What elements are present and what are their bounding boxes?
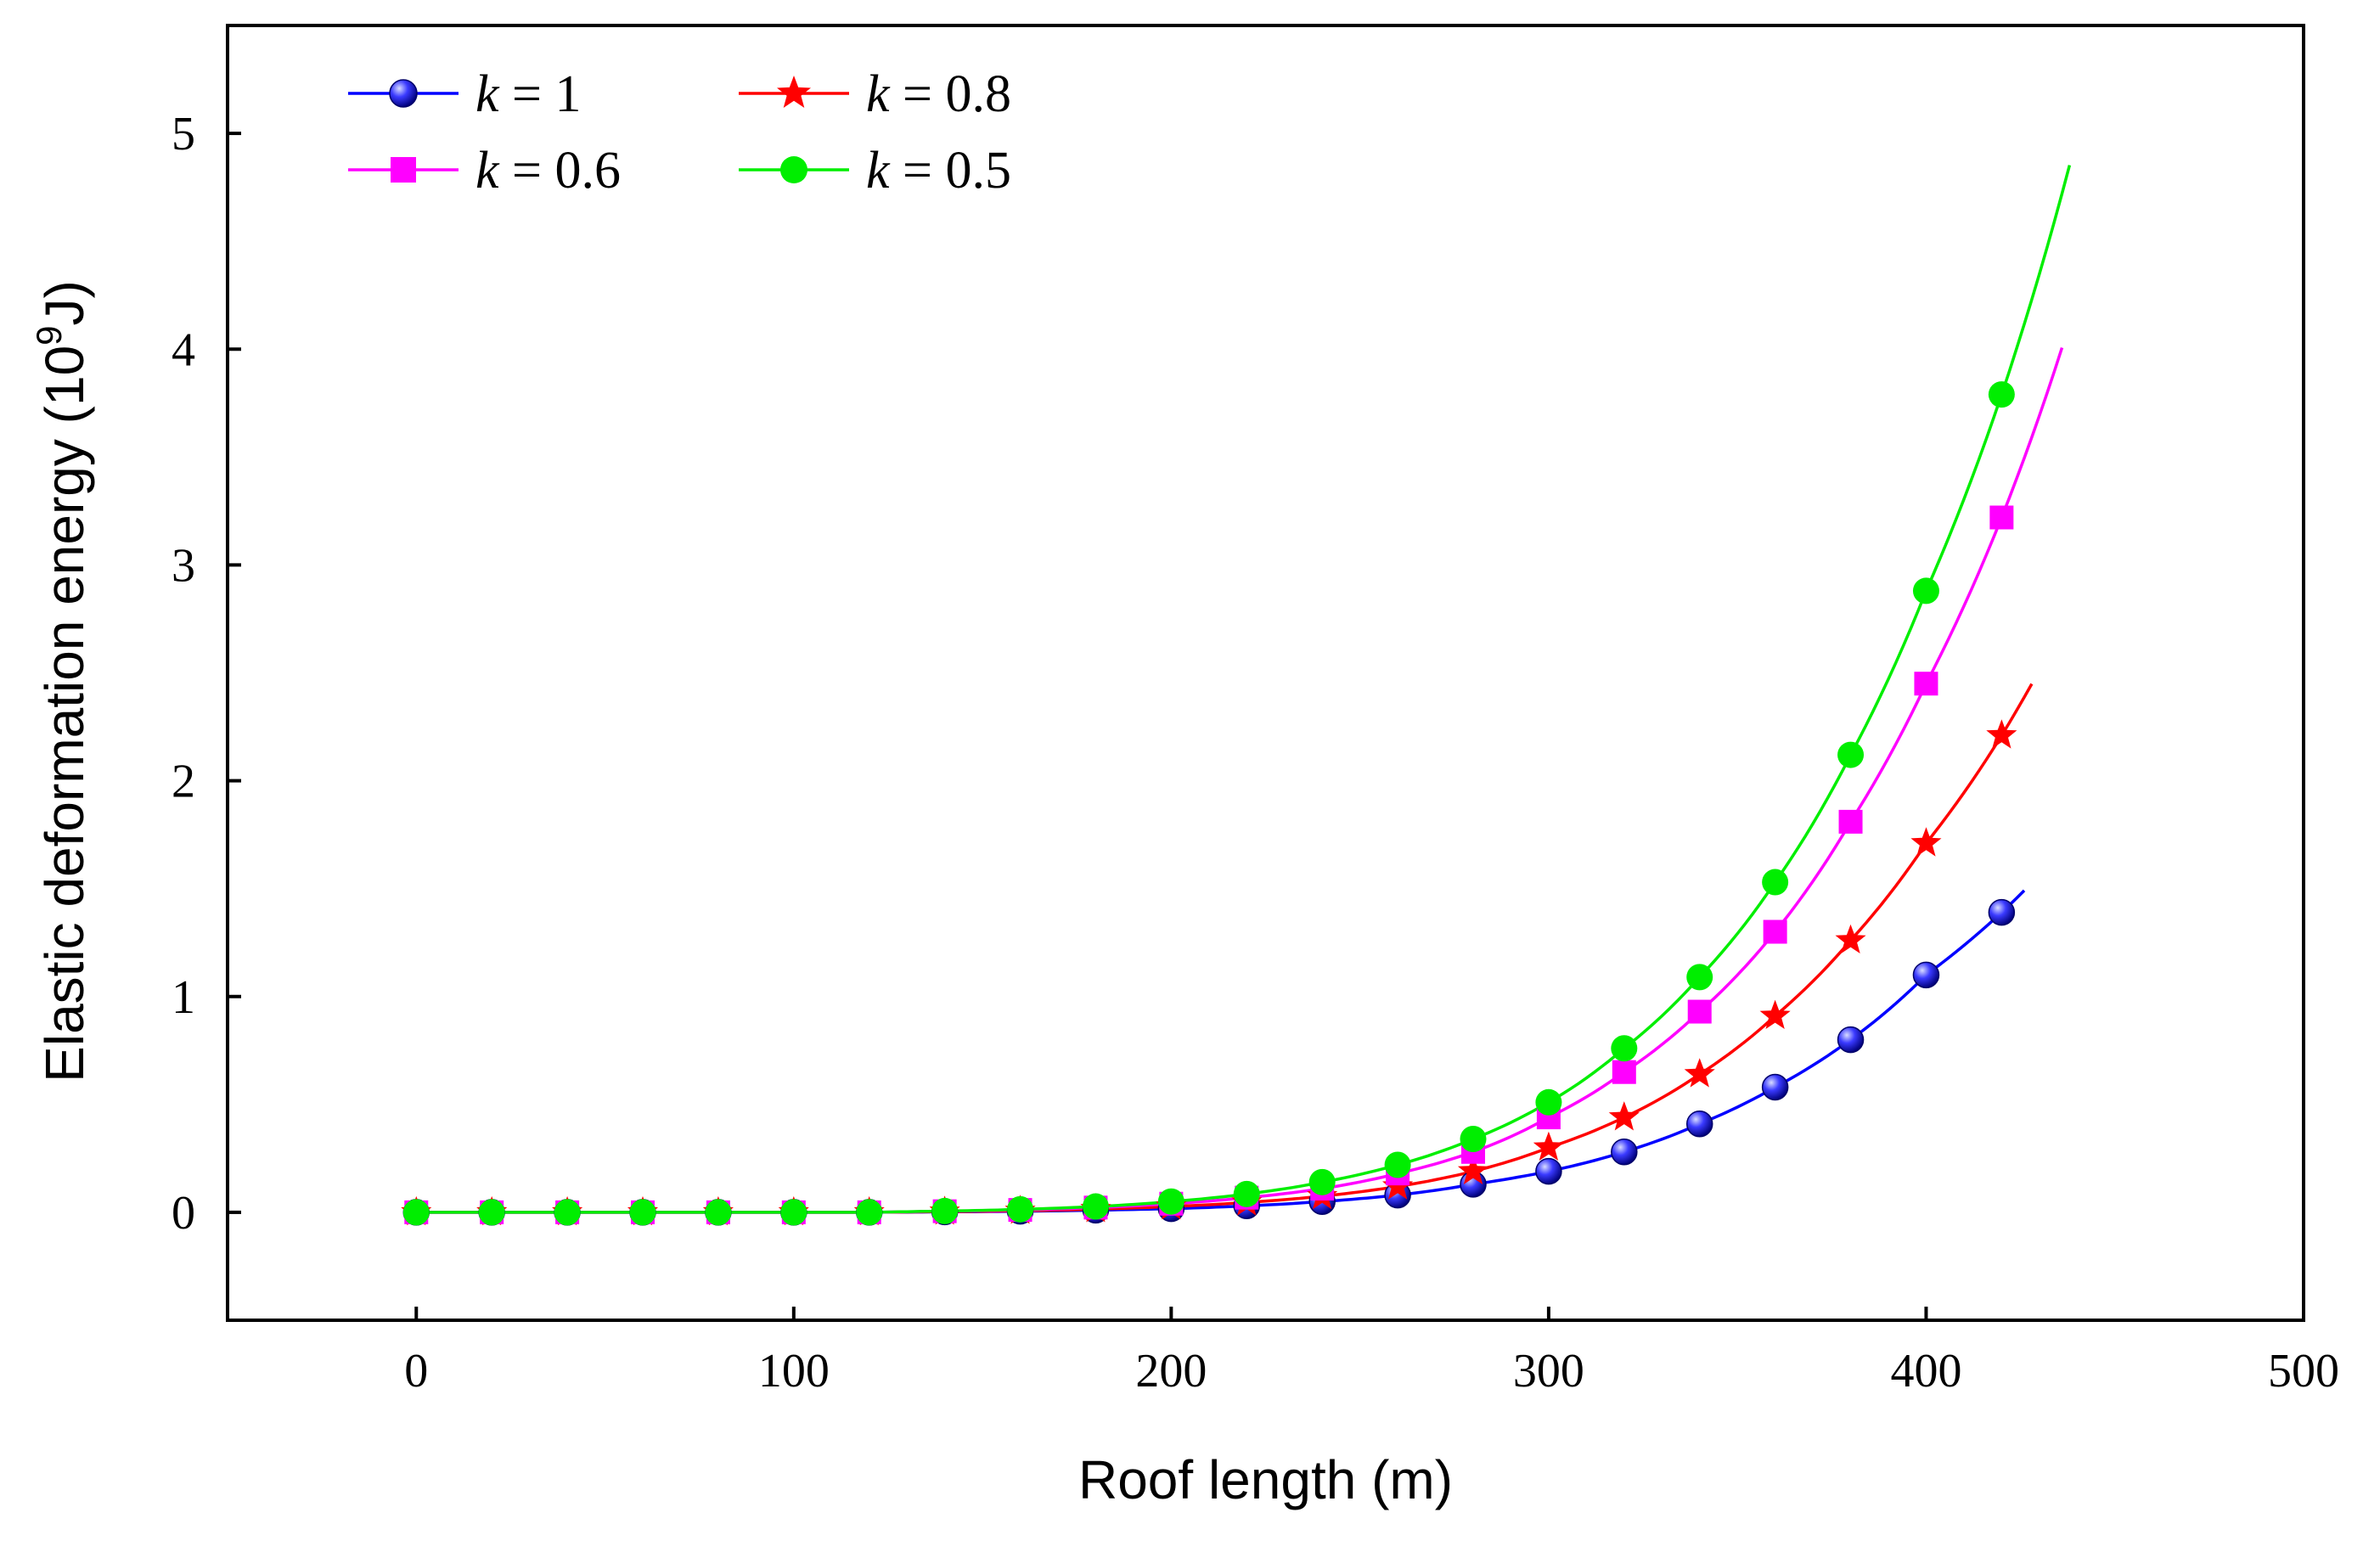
legend-item: k = 1 (348, 65, 582, 123)
plot-frame (226, 24, 2305, 1322)
data-point (1687, 999, 1712, 1024)
data-point (1835, 924, 1866, 953)
data-point (931, 1197, 959, 1224)
data-point (1837, 741, 1865, 768)
data-point (1759, 999, 1791, 1029)
data-point (389, 79, 418, 108)
data-point (629, 1199, 656, 1226)
data-point (1910, 827, 1942, 857)
legend-item: k = 0.6 (348, 142, 621, 200)
data-point (1460, 1126, 1487, 1152)
data-point (1535, 1157, 1562, 1185)
data-point (1837, 1026, 1865, 1054)
y-tick-label: 5 (172, 108, 195, 160)
data-point (554, 1199, 581, 1226)
data-point (777, 76, 811, 108)
data-point (1608, 1101, 1640, 1131)
data-point (1308, 1168, 1336, 1195)
markers-square (404, 505, 2014, 1224)
data-point (1082, 1193, 1109, 1220)
data-point (1761, 1073, 1789, 1101)
x-tick-label: 500 (2268, 1345, 2339, 1397)
legend-label: k = 0.8 (866, 65, 1011, 123)
data-point (1611, 1139, 1638, 1166)
data-point (1384, 1151, 1411, 1178)
data-point (1988, 381, 2015, 408)
y-tick-label: 1 (172, 971, 195, 1024)
data-point (1912, 577, 1939, 604)
y-axis-title-sup: 9 (29, 325, 69, 345)
data-point (1233, 1180, 1260, 1207)
series-line (416, 346, 2064, 1214)
y-axis-title-end: J) (34, 280, 95, 325)
x-tick-label: 400 (1890, 1345, 1961, 1397)
legend-eq: = 1 (499, 65, 582, 123)
series-square (416, 346, 2064, 1214)
legend-label: k = 0.5 (866, 142, 1011, 200)
data-point (1763, 919, 1787, 944)
data-point (705, 1199, 732, 1226)
data-point (780, 1199, 807, 1226)
legend-var: k (866, 65, 891, 123)
data-point (1838, 809, 1863, 834)
data-point (478, 1199, 505, 1226)
x-tick-label: 300 (1513, 1345, 1584, 1397)
data-point (1535, 1088, 1562, 1116)
data-point (1457, 1155, 1489, 1184)
data-point (1612, 1060, 1636, 1084)
data-point (1988, 898, 2016, 926)
ticks-layer: 0 100 200 300 400 500 0 1 2 3 4 5 (172, 108, 2339, 1397)
x-tick-label: 100 (758, 1345, 830, 1397)
markers-sphere (402, 898, 2016, 1226)
data-point (1611, 1035, 1638, 1062)
legend-eq: = 0.6 (499, 142, 621, 200)
x-tick-label: 200 (1135, 1345, 1207, 1397)
y-tick-label: 4 (172, 323, 195, 376)
markers-star (401, 719, 2017, 1226)
data-point (780, 156, 807, 183)
data-point (1989, 505, 2014, 530)
series-layer (401, 165, 2072, 1226)
y-tick-label: 3 (172, 539, 195, 592)
data-point (1912, 961, 1940, 989)
legend-eq: = 0.5 (890, 142, 1011, 200)
data-point (1685, 1110, 1713, 1138)
data-point (1762, 869, 1789, 896)
legend-label: k = 1 (475, 65, 582, 123)
x-tick-label: 0 (404, 1345, 428, 1397)
x-axis-title: Roof length (m) (1078, 1449, 1453, 1510)
series-line (416, 165, 2072, 1214)
data-point (402, 1199, 430, 1226)
legend-item: k = 0.5 (739, 142, 1011, 200)
data-point (1533, 1131, 1564, 1161)
y-axis-title: Elastic deformation energy (109J) (29, 280, 95, 1082)
data-point (391, 157, 416, 183)
markers-circle (402, 381, 2015, 1226)
legend-label: k = 0.6 (475, 142, 621, 200)
series-circle (416, 165, 2072, 1214)
data-point (1986, 719, 2017, 749)
series-star (416, 683, 2034, 1214)
legend-var: k (475, 65, 500, 123)
series-line (416, 683, 2034, 1214)
data-point (1007, 1195, 1034, 1223)
y-axis-title-main: Elastic deformation energy (10 (34, 346, 95, 1082)
y-tick-label: 0 (172, 1187, 195, 1240)
legend-eq: = 0.8 (890, 65, 1011, 123)
legend-item: k = 0.8 (739, 65, 1011, 123)
data-point (1686, 964, 1713, 991)
legend-var: k (866, 142, 891, 200)
y-tick-label: 2 (172, 756, 195, 808)
data-point (1684, 1058, 1715, 1088)
data-point (856, 1199, 883, 1226)
legend-var: k (475, 142, 500, 200)
data-point (1914, 672, 1938, 696)
data-point (1157, 1188, 1184, 1215)
